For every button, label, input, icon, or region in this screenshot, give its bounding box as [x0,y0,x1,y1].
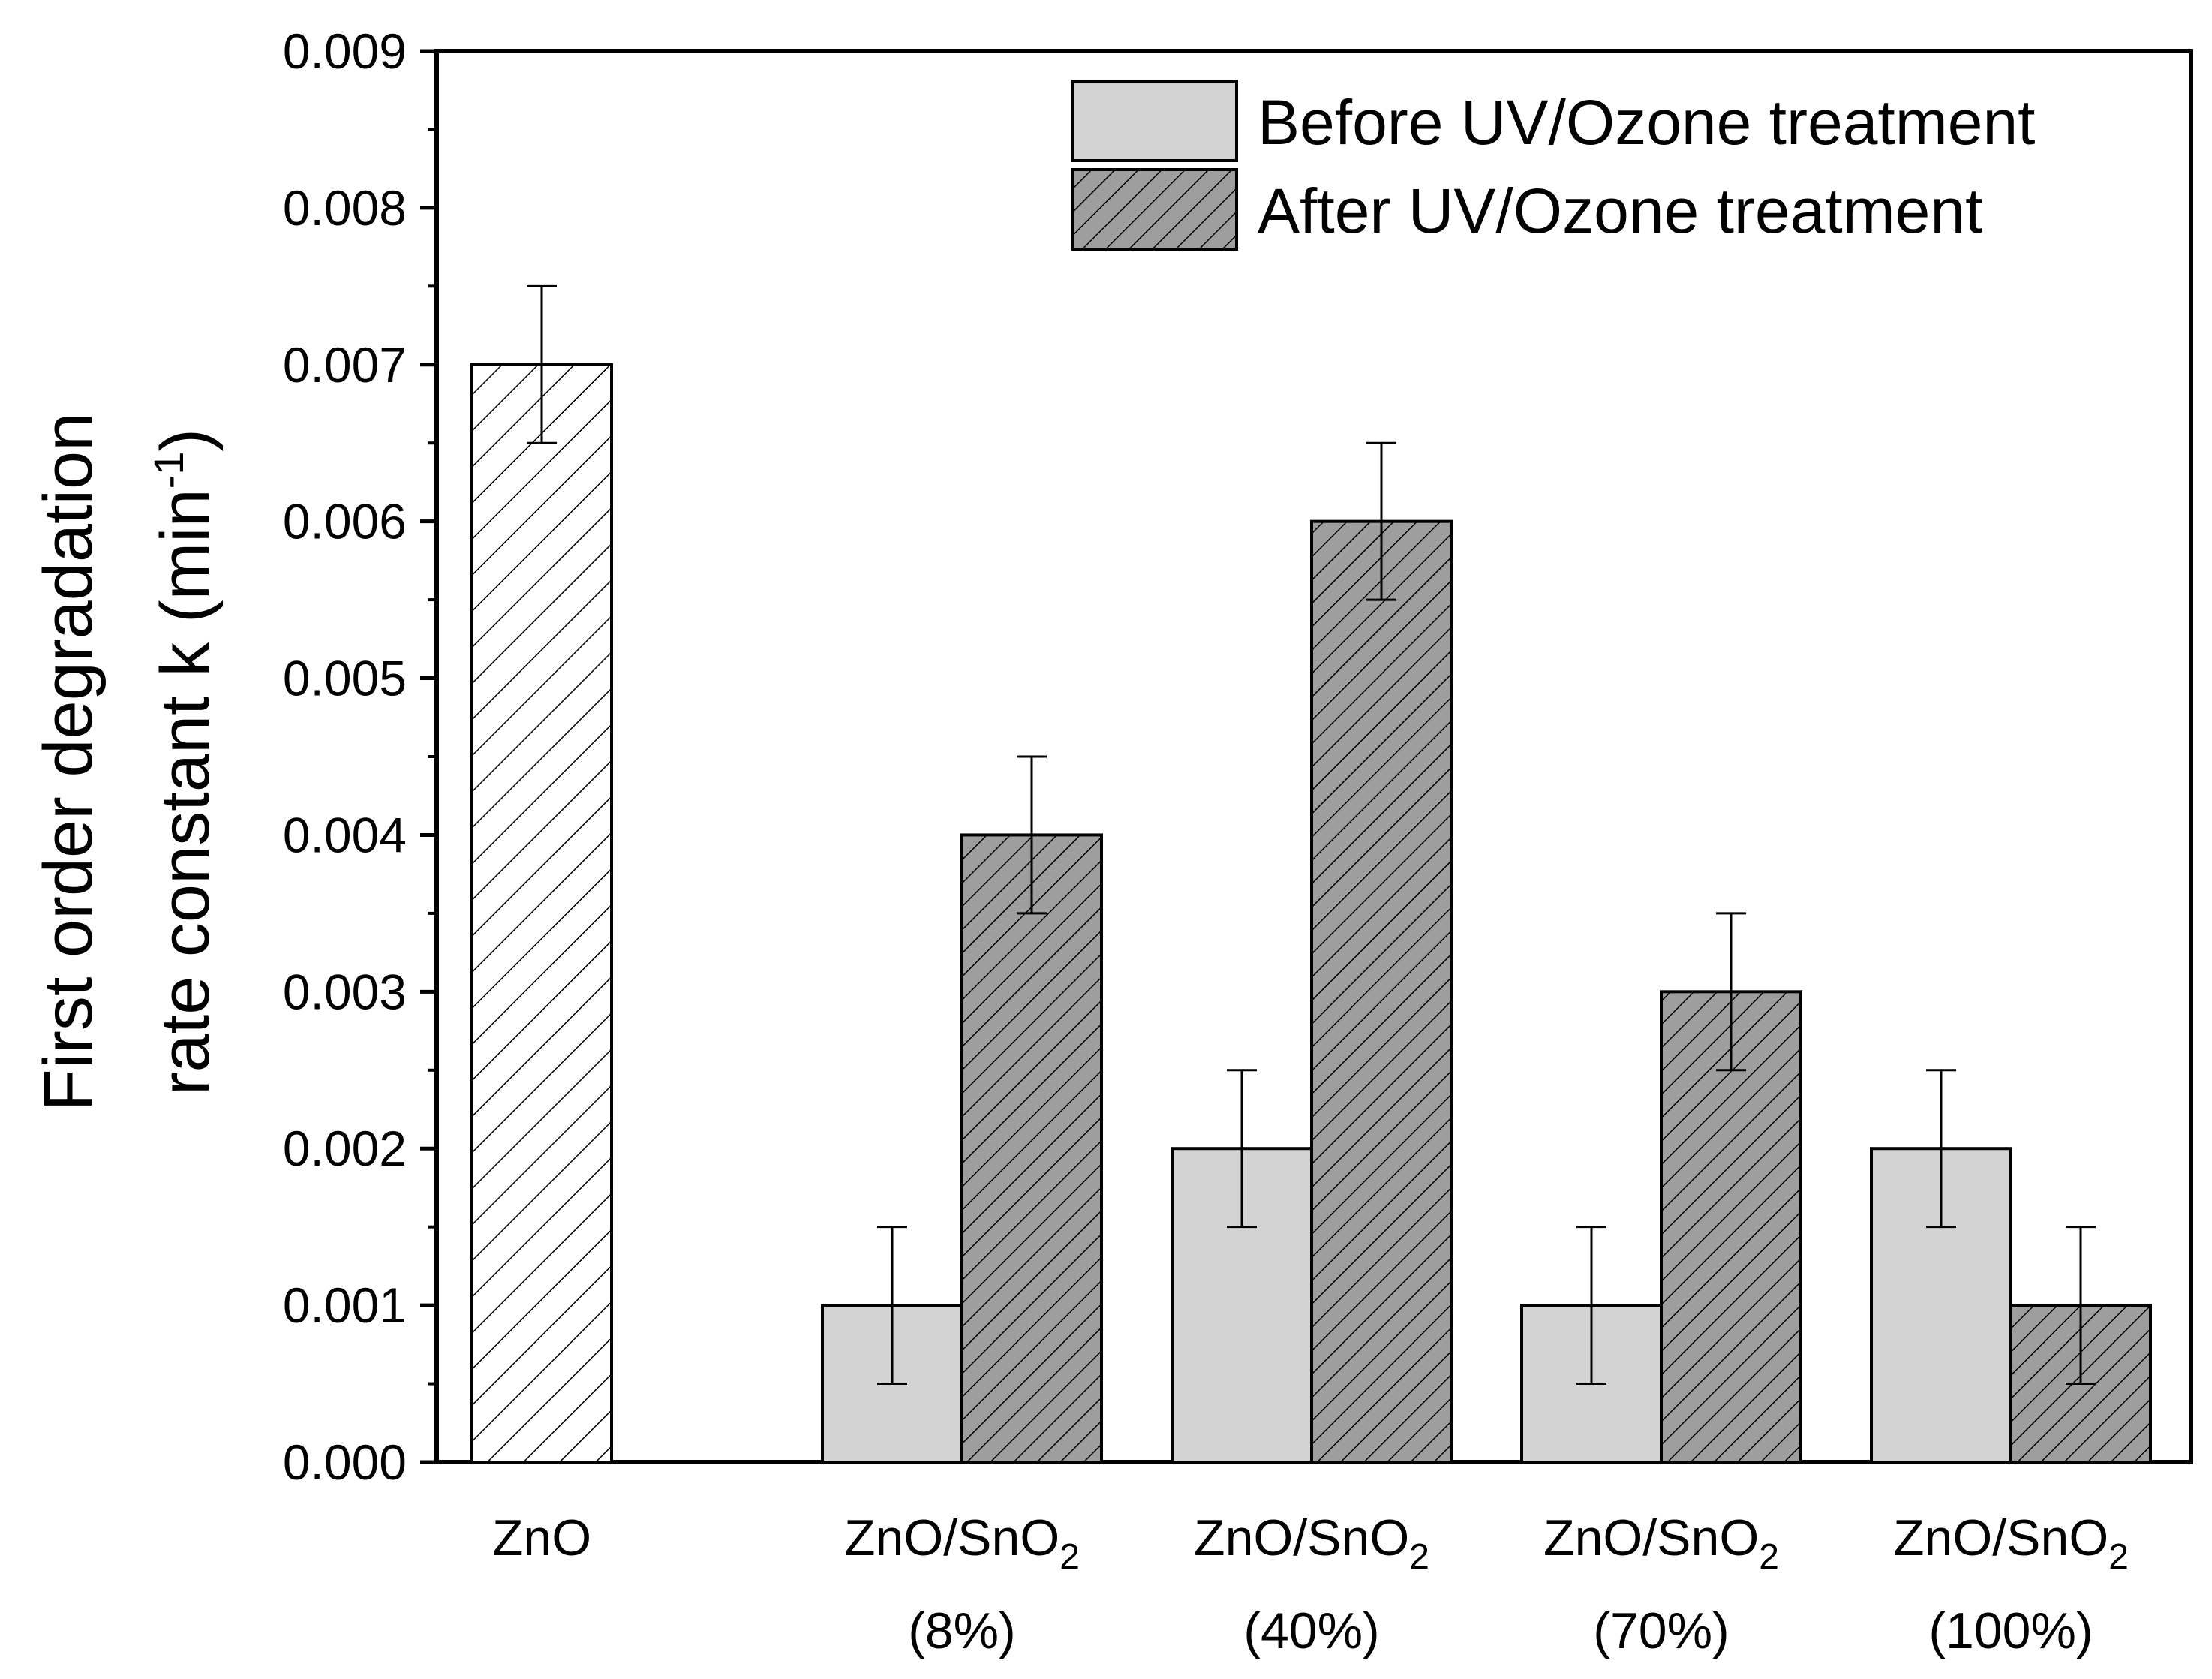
x-category-sublabel: (70%) [1593,1602,1729,1659]
bar-zno [470,363,613,1464]
y-tick-label: 0.000 [283,1434,407,1490]
legend-label-after: After UV/Ozone treatment [1258,176,1982,246]
y-axis-title-line2-main: rate constant k (min [147,489,224,1095]
x-axis-categories: ZnO ZnO/SnO2 (8%) ZnO/SnO2 (40%) ZnO/SnO2 (70%… [492,1509,2129,1659]
y-axis-title: First order degradation rate constant k … [30,413,224,1112]
y-tick-label: 0.005 [283,651,407,706]
x-category-label: ZnO/SnO2 [1543,1509,1779,1577]
x-category-sublabel: (100%) [1928,1602,2093,1659]
bar-after-2 [1310,519,1453,1464]
x-category-label: ZnO/SnO2 [1893,1509,2129,1577]
x-category-label: ZnO/SnO2 [844,1509,1080,1577]
x-category-label: ZnO/SnO2 [1194,1509,1429,1577]
y-tick-label: 0.009 [283,23,407,79]
bars [470,363,2152,1464]
y-axis-title-line1: First order degradation [30,413,107,1112]
y-axis-title-line2-end: ) [147,429,224,452]
error-bars [527,284,2096,1386]
legend: Before UV/Ozone treatment After UV/Ozone… [1071,80,2036,251]
y-tick-label: 0.008 [283,180,407,236]
x-category-sublabel: (40%) [1243,1602,1379,1659]
y-tick-label: 0.007 [283,337,407,393]
y-axis-title-superscript: -1 [145,451,192,489]
legend-label-before: Before UV/Ozone treatment [1258,87,2036,158]
legend-swatch-after [1071,168,1238,251]
y-axis-ticks: 0.000 0.001 0.002 0.003 0.004 0.005 0.006 0.007… [283,23,437,1490]
bar-after-1 [960,833,1103,1464]
x-category-label: ZnO [492,1509,591,1566]
legend-swatch-before [1071,80,1238,162]
y-tick-label: 0.003 [283,964,407,1019]
y-axis-title-line2: rate constant k (min-1) [145,429,224,1095]
y-tick-label: 0.004 [283,807,407,862]
y-tick-label: 0.002 [283,1121,407,1176]
y-tick-label: 0.001 [283,1277,407,1333]
x-category-sublabel: (8%) [908,1602,1016,1659]
bar-before-2 [1171,1147,1313,1464]
y-tick-label: 0.006 [283,494,407,549]
